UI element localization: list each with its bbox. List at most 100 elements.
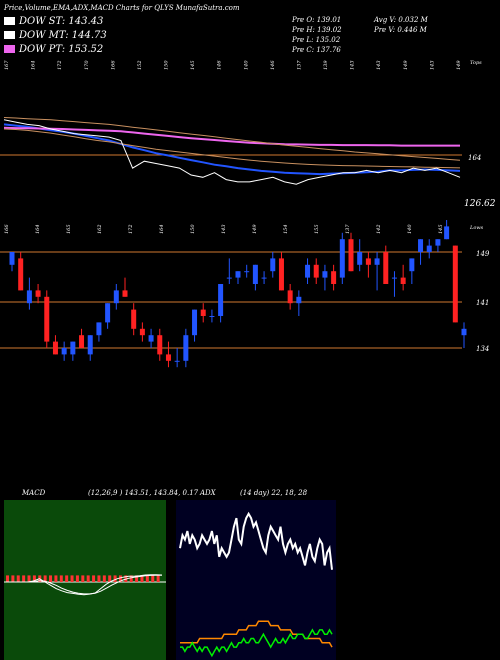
legend-dow-mt: DOW MT: 144.73 — [4, 30, 107, 41]
ohlc-item: Pre O: 139.01 — [292, 16, 342, 24]
lows-label: 142 — [376, 224, 382, 234]
macd-histogram-bar — [75, 575, 79, 582]
macd-histogram-bar — [70, 575, 74, 582]
legend-dow-pt-label: DOW PT: 153.52 — [19, 44, 104, 55]
lows-label: 164 — [35, 224, 41, 234]
candle-body — [296, 296, 302, 304]
candle-body — [192, 309, 198, 336]
macd-histogram-bar — [151, 575, 155, 582]
ohlc-item: Pre L: 135.02 — [292, 36, 341, 44]
ohlc-item: Pre V: 0.446 M — [374, 26, 427, 34]
chart-title: Price,Volume,EMA,ADX,MACD Charts for QLY… — [4, 4, 240, 12]
macd-histogram-bar — [92, 575, 96, 582]
lows-label: 155 — [314, 224, 320, 234]
adx-line — [179, 511, 333, 570]
ema-series-line — [3, 128, 461, 169]
ohlc-item: Avg V: 0.032 M — [374, 16, 428, 24]
candle-body — [226, 277, 232, 279]
legend-dow-st-label: DOW ST: 143.43 — [19, 16, 104, 27]
candle-body — [79, 335, 85, 348]
macd-histogram-bar — [32, 575, 36, 582]
macd-title: MACD — [21, 489, 46, 497]
tops-label: 143 — [429, 60, 435, 70]
tops-label: 139 — [323, 60, 329, 70]
signal-line — [6, 574, 162, 595]
macd-histogram-bar — [49, 575, 53, 582]
ohlc-item: Pre C: 137.76 — [292, 46, 341, 54]
tops-label: 166 — [110, 60, 116, 70]
candle-body — [148, 335, 154, 342]
candle-body — [9, 252, 15, 265]
candle-body — [52, 341, 58, 355]
legend-dow-mt-label: DOW MT: 144.73 — [19, 30, 107, 41]
candle-body — [435, 239, 441, 246]
candle-body — [391, 277, 397, 279]
tops-label: 140 — [243, 60, 249, 70]
candle-body — [287, 290, 293, 304]
lows-label: 150 — [190, 224, 196, 234]
adx-title: ADX — [199, 489, 217, 497]
candle-body — [165, 354, 171, 361]
macd-histogram-bar — [135, 575, 139, 582]
macd-histogram-bar — [16, 575, 20, 582]
price-tag-149: 149 — [476, 250, 490, 258]
ema-price-tag-last: 126.62 — [464, 199, 496, 209]
candle-body — [374, 258, 380, 265]
tops-label: 143 — [376, 60, 382, 70]
macd-histogram-bar — [145, 575, 149, 582]
candle-body — [96, 322, 102, 336]
lows-tag: Lows — [469, 225, 484, 231]
tops-label: 150 — [164, 60, 170, 70]
lows-label: 166 — [4, 224, 10, 234]
tops-label: 145 — [190, 60, 196, 70]
candle-body — [270, 258, 276, 272]
candle-body — [261, 277, 267, 279]
candle-body — [452, 245, 458, 323]
candle-body — [139, 328, 145, 336]
di-minus-line — [180, 628, 333, 658]
tops-label: 164 — [31, 60, 37, 70]
candle-body — [322, 271, 328, 278]
macd-histogram-bar — [6, 575, 9, 582]
lows-label: 143 — [221, 224, 227, 234]
candle-body — [339, 239, 345, 278]
tops-label: 170 — [84, 60, 90, 70]
candle-body — [131, 309, 137, 329]
candle-body — [252, 264, 258, 284]
candle-body — [209, 316, 215, 317]
candle-body — [105, 303, 111, 323]
candle-body — [278, 258, 284, 291]
candle-body — [418, 239, 424, 252]
legend-dow-st-swatch — [4, 17, 15, 25]
ema-series-line — [3, 123, 461, 176]
candle-body — [200, 309, 206, 316]
lows-label: 137 — [345, 224, 351, 234]
candle-body — [35, 290, 41, 297]
macd-histogram-bar — [43, 575, 47, 582]
tops-label: 149 — [403, 60, 409, 70]
lows-label: 145 — [438, 224, 444, 234]
candle-body — [61, 348, 67, 355]
ema-series-line — [3, 117, 461, 161]
candle-body — [157, 335, 163, 355]
macd-histogram-bar — [97, 575, 101, 582]
candle-body — [183, 335, 189, 361]
ema-series-line — [3, 119, 461, 185]
tops-label: 172 — [57, 60, 63, 70]
adx-panel-bg — [176, 500, 336, 660]
candle-body — [244, 271, 250, 273]
legend-dow-pt-swatch — [4, 45, 15, 53]
candle-body — [365, 258, 371, 265]
candle-body — [26, 290, 32, 304]
candle-body — [461, 328, 467, 336]
candle-body — [400, 277, 406, 284]
candle-body — [444, 226, 450, 240]
candle-body — [235, 271, 241, 278]
tops-label: 143 — [350, 60, 356, 70]
candle-body — [313, 264, 319, 278]
candle-body — [331, 271, 337, 284]
lows-label: 149 — [252, 224, 258, 234]
lows-label: 162 — [97, 224, 103, 234]
candle-body — [113, 290, 119, 304]
candle-body — [426, 245, 432, 252]
